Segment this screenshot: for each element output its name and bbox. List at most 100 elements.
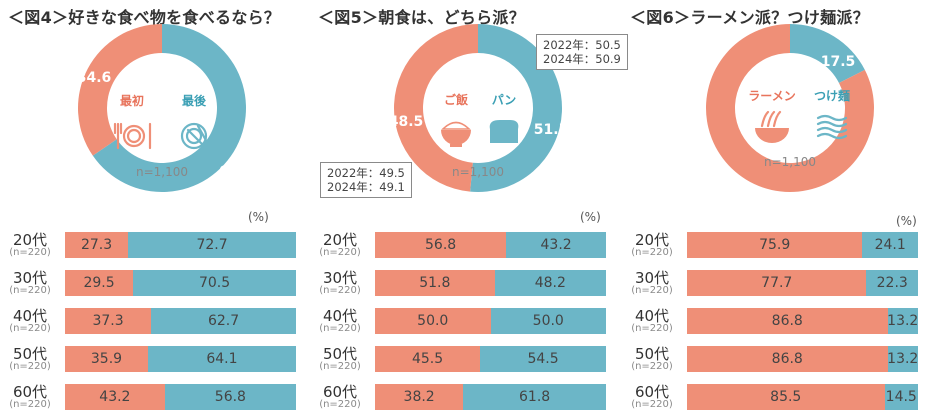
callout-line: 2022年：49.5 (327, 166, 405, 180)
slice-ラーメン (706, 24, 874, 192)
sample-size-label: (n=220) (631, 399, 673, 410)
bar-row: 50代 (n=220) 45.5 54.5 (318, 342, 618, 378)
bar-row: 60代 (n=220) 85.5 14.5 (630, 380, 930, 416)
bar-row: 60代 (n=220) 43.2 56.8 (8, 380, 308, 416)
tsukemen-icon (816, 114, 848, 140)
stacked-bar: 86.8 13.2 (687, 308, 918, 334)
stacked-bar: 77.7 22.3 (687, 270, 918, 296)
stacked-bar: 38.2 61.8 (375, 384, 606, 410)
bar-segment-最後: 64.1 (147, 346, 296, 372)
callout-bread: 2022年：50.5 2024年：50.9 (536, 34, 628, 70)
bar-segment-パン: 61.8 (463, 384, 606, 410)
callout-line: 2024年：50.9 (543, 52, 621, 66)
bar-segment-パン: 48.2 (494, 270, 606, 296)
sample-size-label: (n=220) (631, 247, 673, 258)
bar-row: 60代 (n=220) 38.2 61.8 (318, 380, 618, 416)
slice-最後 (92, 24, 246, 192)
stacked-bar: 50.0 50.0 (375, 308, 606, 334)
age-label: 40代 (634, 307, 670, 325)
bar-segment-最初: 37.3 (65, 308, 152, 334)
slice-value-label: 48.5 (389, 114, 424, 130)
bar-segment-最後: 62.7 (151, 308, 296, 334)
stacked-bar: 37.3 62.7 (65, 308, 296, 334)
stacked-bar: 85.5 14.5 (687, 384, 918, 410)
sample-size-label: (n=220) (9, 285, 51, 296)
sample-size-label: (n=220) (319, 323, 361, 334)
stacked-bar: 29.5 70.5 (65, 270, 296, 296)
bar-segment-パン: 50.0 (490, 308, 606, 334)
bar-segment-最後: 72.7 (128, 232, 296, 258)
sample-size-label: (n=220) (319, 361, 361, 372)
bar-row: 20代 (n=220) 75.9 24.1 (630, 228, 930, 264)
unit-label: (%) (248, 210, 269, 224)
slice-value-label: 82.5 (745, 192, 780, 208)
chart-title: ＜図4＞好きな食べ物を食べるなら？ (8, 8, 281, 27)
donut-chart: 82.5 17.5 ラーメン つけ麺 n=1,100 (706, 24, 874, 208)
age-label: 40代 (12, 307, 48, 325)
category-label: ラーメン (748, 89, 796, 103)
sample-size-label: (n=220) (9, 247, 51, 258)
age-label: 40代 (322, 307, 358, 325)
stacked-bar: 51.8 48.2 (375, 270, 606, 296)
ramen-bowl-icon (755, 110, 789, 143)
donut-chart: 34.6 65.4 最初 最後 n=1,100 (77, 24, 254, 192)
age-label: 30代 (634, 269, 670, 287)
category-label: 最初 (120, 93, 144, 108)
chart-title: ＜図5＞朝食は、どちら派？ (318, 8, 526, 27)
callout-rice: 2022年：49.5 2024年：49.1 (320, 162, 412, 198)
age-label: 20代 (634, 231, 670, 249)
unit-label: (%) (580, 210, 601, 224)
stacked-bar: 56.8 43.2 (375, 232, 606, 258)
category-label: 最後 (182, 93, 207, 108)
bar-segment-ご飯: 50.0 (375, 308, 491, 334)
bar-row: 20代 (n=220) 56.8 43.2 (318, 228, 618, 264)
age-label: 60代 (634, 383, 670, 401)
bar-segment-ラーメン: 86.8 (687, 346, 888, 372)
bar-segment-つけ麺: 14.5 (884, 384, 918, 410)
category-label: ご飯 (444, 92, 468, 107)
bread-icon (489, 120, 519, 143)
slice-value-label: 65.4 (219, 164, 254, 180)
bar-row: 50代 (n=220) 86.8 13.2 (630, 342, 930, 378)
bar-segment-ラーメン: 75.9 (687, 232, 863, 258)
bar-segment-最初: 43.2 (65, 384, 165, 410)
sample-size-label: (n=220) (631, 361, 673, 372)
plate-cutlery-icon (180, 122, 210, 150)
bar-segment-最初: 35.9 (65, 346, 148, 372)
category-label: つけ麺 (814, 88, 850, 103)
bar-row: 30代 (n=220) 51.8 48.2 (318, 266, 618, 302)
age-label: 60代 (12, 383, 48, 401)
age-label: 30代 (322, 269, 358, 287)
bar-segment-ラーメン: 77.7 (687, 270, 867, 296)
sample-size-label: (n=220) (319, 399, 361, 410)
chart-panel-fig4: ＜図4＞好きな食べ物を食べるなら？ 34.6 65.4 最初 最後 n=1,100 (%… (8, 0, 319, 414)
bar-segment-つけ麺: 13.2 (887, 346, 918, 372)
slice-value-label: 34.6 (77, 70, 112, 86)
bar-segment-ご飯: 51.8 (375, 270, 495, 296)
bar-row: 50代 (n=220) 35.9 64.1 (8, 342, 308, 378)
stacked-bar: 35.9 64.1 (65, 346, 296, 372)
age-label: 20代 (322, 231, 358, 249)
bar-segment-つけ麺: 24.1 (862, 232, 918, 258)
bar-segment-ご飯: 56.8 (375, 232, 507, 258)
bar-row: 40代 (n=220) 86.8 13.2 (630, 304, 930, 340)
stacked-bar: 75.9 24.1 (687, 232, 918, 258)
sample-size-label: (n=220) (631, 323, 673, 334)
bar-row: 30代 (n=220) 29.5 70.5 (8, 266, 308, 302)
sample-size-label: (n=220) (319, 247, 361, 258)
sample-size-label: (n=220) (9, 399, 51, 410)
bar-segment-つけ麺: 22.3 (866, 270, 918, 296)
age-label: 20代 (12, 231, 48, 249)
bar-row: 20代 (n=220) 27.3 72.7 (8, 228, 308, 264)
bar-segment-最後: 56.8 (164, 384, 296, 410)
stacked-bar: 43.2 56.8 (65, 384, 296, 410)
unit-label: (%) (896, 214, 917, 228)
chart-panel-fig5: ＜図5＞朝食は、どちら派？ 48.5 51.5 ご飯 パン n=1,100 2022年：… (318, 0, 629, 414)
sample-size-label: (n=220) (9, 323, 51, 334)
bar-segment-ご飯: 45.5 (375, 346, 481, 372)
slice-つけ麺 (790, 24, 865, 84)
sample-size-label: (n=220) (631, 285, 673, 296)
sample-size-note: n=1,100 (452, 165, 504, 179)
bar-row: 30代 (n=220) 77.7 22.3 (630, 266, 930, 302)
chart-panel-fig6: ＜図6＞ラーメン派？つけ麺派？ 82.5 17.5 ラーメン つけ麺 n=1,100 (… (630, 0, 934, 414)
